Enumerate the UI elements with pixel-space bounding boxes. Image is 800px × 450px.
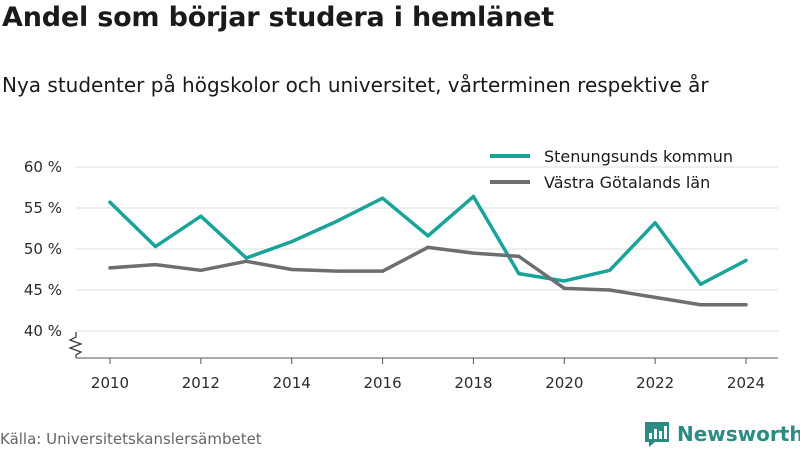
data-point <box>517 254 521 258</box>
y-tick-label: 50 % <box>24 240 62 258</box>
data-point <box>153 262 158 267</box>
y-tick-label: 40 % <box>24 322 62 340</box>
x-tick-label: 2022 <box>636 374 674 392</box>
line-chart: 40 %45 %50 %55 %60 % 2010 2012 2014 2016 201… <box>24 147 778 392</box>
axis-break-icon <box>68 332 83 358</box>
y-axis: 40 % 45 % 50 % 55 % 60 % <box>24 158 62 340</box>
data-point <box>426 245 430 249</box>
data-point <box>608 288 612 292</box>
data-point <box>335 269 339 273</box>
data-point <box>562 286 566 290</box>
data-point <box>244 256 248 260</box>
x-tick-label: 2016 <box>363 374 401 392</box>
data-point <box>744 258 748 263</box>
data-point <box>562 279 566 283</box>
brand-name: Newsworthy <box>677 422 800 446</box>
series-line-2 <box>108 245 748 307</box>
data-point <box>153 244 158 249</box>
x-tick-label: 2014 <box>273 374 311 392</box>
y-tick-label: 60 % <box>24 158 62 176</box>
data-point <box>653 221 657 225</box>
x-tick-label: 2012 <box>182 374 220 392</box>
data-point <box>108 266 112 270</box>
newsworthy-icon <box>645 422 669 447</box>
x-tick-label: 2010 <box>91 374 129 392</box>
y-tick-label: 55 % <box>24 199 62 217</box>
x-tick-label: 2024 <box>727 374 765 392</box>
data-point <box>199 214 203 218</box>
chart-subtitle: Nya studenter på högskolor och universit… <box>2 73 709 97</box>
data-point <box>335 219 339 223</box>
data-point <box>471 194 476 199</box>
chart-title: Andel som börjar studera i hemlänet <box>2 2 554 33</box>
data-point <box>290 240 294 244</box>
data-point <box>608 268 612 272</box>
data-point <box>426 234 430 238</box>
data-point <box>380 269 385 273</box>
data-point <box>244 259 248 263</box>
source-note: Källa: Universitetskanslersämbetet <box>0 430 262 448</box>
data-point <box>698 303 703 307</box>
data-point <box>698 282 703 286</box>
data-point <box>653 295 657 299</box>
newsworthy-logo: Newsworthy <box>643 418 800 450</box>
x-axis <box>68 332 778 359</box>
y-tick-label: 45 % <box>24 281 62 299</box>
series-lines <box>108 194 748 307</box>
x-tick-label: 2018 <box>454 374 492 392</box>
data-point <box>471 251 476 255</box>
data-point <box>290 267 294 272</box>
x-tick-label: 2020 <box>545 374 583 392</box>
data-point <box>108 200 112 204</box>
legend-label-1: Stenungsunds kommun <box>544 147 733 166</box>
data-point <box>517 272 521 276</box>
data-point <box>380 196 385 200</box>
data-point <box>744 303 748 307</box>
x-ticks: 2010 2012 2014 2016 2018 2020 2022 2024 <box>91 358 765 392</box>
data-point <box>199 268 203 272</box>
legend: Stenungsunds kommun Västra Götalands län <box>490 147 733 192</box>
legend-label-2: Västra Götalands län <box>544 173 710 192</box>
